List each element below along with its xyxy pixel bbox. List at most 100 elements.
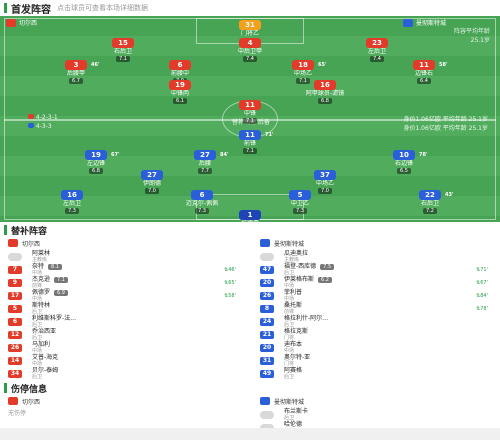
away-sub-row[interactable]: 21 格拉克斯 门将 (252, 328, 500, 341)
home-sub-row[interactable]: 17 佩德罗 6.9 中场 ⇅58' (0, 289, 248, 302)
player-name: 中场乙 (293, 70, 312, 77)
away-player[interactable]: 19 67' 左边锋 6.8 (75, 150, 120, 174)
jersey-number: 23 (366, 38, 388, 48)
player-rating: 7.3 (195, 208, 209, 214)
home-sub-row[interactable]: 7 奈特 8.1 中场 ⇅46' (0, 263, 248, 276)
sub-info: 利维斯科罗-法… 后卫 (32, 315, 76, 328)
home-sub-row[interactable]: 阿莱林 主教练 (0, 250, 248, 263)
jersey-number: 20 (260, 278, 274, 287)
player-name: 后腰 (198, 160, 211, 167)
away-sub-row[interactable]: 20 迪布本 中场 (252, 341, 500, 354)
section-marker (4, 3, 7, 13)
jersey-number: 26 (8, 343, 22, 352)
player-rating: 7.3 (293, 208, 307, 214)
home-sub-row[interactable]: 9 杰克逊 7.1 前锋 ⇅65' (0, 276, 248, 289)
home-team-label[interactable]: 切尔西 (6, 18, 37, 27)
home-sub-row[interactable]: 14 艾普-海克 中场 (0, 354, 248, 367)
player-name: 左后卫 (62, 200, 81, 207)
home-player[interactable]: 15 右后卫 7.1 (102, 38, 144, 62)
player-rating: 7.7 (198, 168, 212, 174)
home-player[interactable]: 11 中锋 7.1 (229, 100, 271, 124)
home-sub-row[interactable]: 12 乔治西亚 后卫 (0, 328, 248, 341)
sub-rating: 6.9 (54, 289, 68, 296)
sub-position: 后卫 (32, 373, 43, 380)
sub-info: 乔治西亚 后卫 (32, 328, 56, 341)
sub-in-time: ⇅67' (476, 279, 488, 286)
sub-info: 菲利普 中场 (284, 289, 302, 302)
home-sub-row[interactable]: 26 马加利 中场 (0, 341, 248, 354)
sub-position: 中场 (284, 295, 295, 302)
sub-info: 瓜迪奥拉 主教练 (284, 250, 308, 263)
home-value: 身价1.06亿欧 平均年龄 25.1岁 (403, 116, 488, 123)
center-text: 替补出场 后备 (232, 119, 270, 126)
away-sub-row[interactable]: 8 桑托斯 前锋 ⇅78' (252, 302, 500, 315)
away-injury-team: 曼彻斯特城 (252, 394, 500, 408)
home-coach-label: 切尔西 (0, 236, 248, 250)
sub-info: 福登-西库德 7.5 后卫 (284, 263, 335, 276)
sub-in-time: ⇅58' (224, 292, 236, 299)
jersey-number: 10 78' (393, 150, 428, 160)
injury-row[interactable]: 布兰斯卡 后卫 (252, 408, 500, 421)
sub-info: 格拉克斯 门将 (284, 328, 308, 341)
home-player[interactable]: 3 46' 后腰甲 6.7 (55, 60, 100, 84)
sub-position: 中场 (32, 347, 43, 354)
home-player[interactable]: 11 58' 边锋右 6.4 (403, 60, 448, 84)
injury-title: 伤停信息 (11, 384, 48, 395)
away-sub-row[interactable]: 31 奥尔特-亚 门将 (252, 354, 500, 367)
sub-name: 奥尔特-亚 (284, 353, 311, 361)
away-team-label[interactable]: 曼彻斯特城 (402, 18, 446, 27)
sub-position: 前锋 (284, 308, 295, 315)
sub-info: 格拉利什-阿尔… 后卫 (284, 315, 328, 328)
home-injury: 切尔西 无伤停 (0, 394, 248, 417)
home-sub-row[interactable]: 34 贝尔-泰姆 后卫 (0, 367, 248, 380)
away-player[interactable]: 6 迈克尔-佩佩 7.3 (181, 190, 223, 214)
away-player[interactable]: 1埃德森7.6 (229, 210, 271, 222)
sub-name: 阿赛格 (284, 366, 303, 374)
sub-info: 贝尔-泰姆 后卫 (32, 367, 58, 380)
home-player[interactable]: 19 中锋丙 6.1 (159, 80, 201, 104)
away-player[interactable]: 27 84' 后腰 7.7 (184, 150, 229, 174)
away-player[interactable]: 16 左后卫 7.3 (51, 190, 93, 214)
jersey-number: 6 (8, 317, 22, 326)
away-sub-row[interactable]: 20 伊莱格布斯 6.2 中场 ⇅67' (252, 276, 500, 289)
player-name: 前锋 (243, 140, 256, 147)
away-logo-icon (402, 18, 413, 27)
home-sub-row[interactable]: 6 利维斯科罗-法… 后卫 (0, 315, 248, 328)
home-player[interactable]: 23 左后卫 7.4 (356, 38, 398, 62)
home-player[interactable]: 18 65' 中场乙 7.1 (282, 60, 327, 84)
away-sub-row[interactable]: 瓜迪奥拉 主教练 (252, 250, 500, 263)
injured-name: 哈伦德 (284, 420, 303, 428)
sub-position: 前锋 (32, 282, 43, 289)
away-sub-row[interactable]: 24 格拉利什-阿尔… 后卫 (252, 315, 500, 328)
away-player[interactable]: 27 伊朗德 7.0 (131, 170, 173, 194)
sub-name: 艾普-海克 (32, 353, 59, 361)
away-sub-row[interactable]: 26 菲利普 中场 ⇅84' (252, 289, 500, 302)
away-player[interactable]: 37 中场乙 7.0 (304, 170, 346, 194)
sub-position: 中场 (284, 282, 295, 289)
sub-info: 奥尔特-亚 门将 (284, 353, 311, 367)
jersey-number: 7 (8, 265, 22, 274)
jersey-number: 18 65' (292, 60, 327, 70)
away-player[interactable]: 5 中卫乙 7.3 (279, 190, 321, 214)
jersey-number: 11 71' (239, 130, 274, 140)
player-name: 中场乙 (315, 180, 334, 187)
jersey-number: 34 (8, 369, 22, 378)
away-player[interactable]: 10 78' 右边锋 6.5 (383, 150, 428, 174)
player-name: 中卫乙 (290, 200, 309, 207)
home-sub-row[interactable]: 5 斯特林 后卫 (0, 302, 248, 315)
away-player[interactable]: 11 71' 前锋 7.1 (229, 130, 274, 154)
jersey-number: 26 (260, 291, 274, 300)
sub-in-time: ⇅84' (476, 292, 488, 299)
sub-rating: 8.1 (48, 263, 62, 270)
jersey-number: 31 (239, 20, 261, 30)
away-sub-row[interactable]: 47 福登-西库德 7.5 后卫 ⇅71' (252, 263, 500, 276)
sub-position: 中场 (32, 269, 43, 276)
player-rating: 6.8 (318, 98, 332, 104)
home-player[interactable]: 16 阿甲球员-滤镜 6.8 (304, 80, 346, 104)
away-sub-row[interactable]: 49 阿赛格 后卫 (252, 367, 500, 380)
home-player[interactable]: 4 中后卫甲 7.4 (229, 38, 271, 62)
away-player[interactable]: 22 43' 右后卫 7.2 (409, 190, 454, 214)
jersey-number: 47 (260, 265, 274, 274)
sub-position: 中场 (284, 347, 295, 354)
jersey-number: 5 (8, 304, 22, 313)
